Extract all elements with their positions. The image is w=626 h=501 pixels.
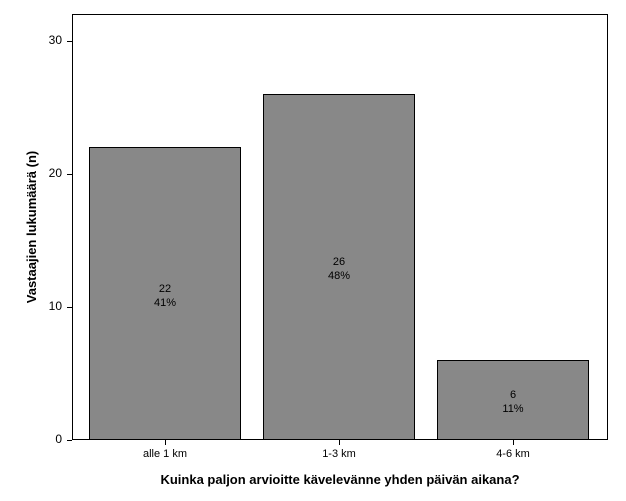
y-tick-mark — [67, 174, 72, 175]
bar-pct: 11% — [502, 403, 523, 415]
y-tick-label: 30 — [49, 33, 62, 47]
x-axis-label: Kuinka paljon arvioitte kävelevänne yhde… — [72, 472, 608, 487]
bar-value-label: 611% — [437, 388, 589, 417]
y-tick-label: 0 — [55, 432, 62, 446]
y-tick-label: 20 — [49, 166, 62, 180]
bar-count: 22 — [159, 283, 171, 295]
y-tick-mark — [67, 41, 72, 42]
bar-pct: 48% — [328, 270, 350, 282]
bar-value-label: 2648% — [263, 255, 415, 284]
bar-value-label: 2241% — [89, 282, 241, 311]
bar-pct: 41% — [154, 297, 176, 309]
x-tick-label: alle 1 km — [105, 448, 225, 460]
bar-count: 26 — [333, 256, 345, 268]
x-tick-mark — [513, 440, 514, 445]
bar-count: 6 — [510, 389, 516, 401]
x-tick-label: 4-6 km — [453, 448, 573, 460]
y-tick-mark — [67, 440, 72, 441]
y-axis-label: Vastaajien lukumäärä (n) — [24, 14, 39, 440]
y-tick-mark — [67, 307, 72, 308]
x-tick-label: 1-3 km — [279, 448, 399, 460]
x-tick-mark — [339, 440, 340, 445]
x-tick-mark — [165, 440, 166, 445]
y-tick-label: 10 — [49, 299, 62, 313]
bar-chart: Vastaajien lukumäärä (n) Kuinka paljon a… — [0, 0, 626, 501]
